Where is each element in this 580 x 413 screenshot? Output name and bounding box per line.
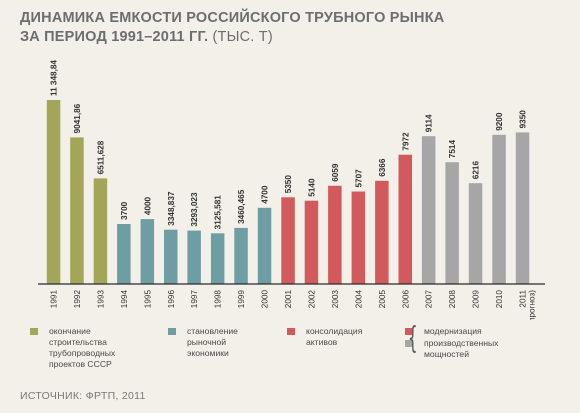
legend-label: окончание строительства трубопроводных п… <box>49 326 116 369</box>
legend-label: производственных мощностей <box>424 338 499 359</box>
data-label: 7972 <box>401 132 410 151</box>
bar-2010 <box>492 134 506 284</box>
x-tick-label: 1996 <box>167 290 176 309</box>
legend-swatch-red-2 <box>405 328 413 335</box>
x-tick-label: 1992 <box>73 290 82 309</box>
data-label: 7514 <box>448 140 457 159</box>
bar-1997 <box>187 230 201 284</box>
legend-swatch-olive <box>30 328 38 335</box>
bar-2004 <box>351 191 366 284</box>
x-tick-label: 2005 <box>378 290 387 309</box>
bar-2006 <box>398 154 412 284</box>
bar-1991 <box>46 100 61 284</box>
bars-group: 11 348,84 9041,86 6511,628 3700 4000 3348,837… <box>46 60 530 284</box>
bar-2009 <box>468 183 483 284</box>
x-tick-label: 1999 <box>237 290 246 309</box>
x-tick-label: 2006 <box>401 290 410 309</box>
bar-1995 <box>140 219 155 284</box>
data-label: 4000 <box>143 196 152 215</box>
bar-2008 <box>445 162 459 284</box>
source-note: ИСТОЧНИК: ФРТП, 2011 <box>20 390 146 402</box>
x-tick-label: 2011 <box>519 290 528 308</box>
data-label: 9350 <box>519 110 528 129</box>
data-label: 3293,023 <box>190 192 199 227</box>
bar-2003 <box>328 185 342 284</box>
data-label: 3125,581 <box>214 195 223 230</box>
data-label: 3460,465 <box>237 189 246 224</box>
bar-1996 <box>164 229 178 284</box>
x-tick-label: 2001 <box>284 290 293 309</box>
x-tick-label: 1995 <box>143 290 152 309</box>
data-label: 9114 <box>425 114 434 132</box>
legend-label: модернизация <box>424 326 482 336</box>
bar-2000 <box>257 207 272 284</box>
data-label: 5707 <box>354 169 363 188</box>
bar-2011 <box>515 132 530 284</box>
chart-title: ДИНАМИКА ЕМКОСТИ РОССИЙСКОГО ТРУБНОГО РЫ… <box>20 9 460 47</box>
data-label: 6059 <box>331 163 340 182</box>
bar-2007 <box>421 136 436 284</box>
title-unit: (ТЫС. Т) <box>212 29 273 45</box>
x-tick-label: 1993 <box>96 290 105 309</box>
data-label: 5140 <box>307 178 316 197</box>
x-tick-label: 2004 <box>354 290 363 309</box>
data-label: 9041,86 <box>73 103 82 133</box>
bar-2005 <box>375 180 389 284</box>
data-label: 3700 <box>120 201 129 220</box>
data-label: 3348,837 <box>167 191 176 226</box>
bar-chart: 11 348,84 9041,86 6511,628 3700 4000 3348,837… <box>38 60 545 320</box>
x-tick-label: 1994 <box>120 290 129 309</box>
legend-swatch-gray <box>405 340 413 347</box>
bar-2002 <box>304 200 319 284</box>
x-tick-label: 2007 <box>425 290 434 309</box>
title-line-1: ДИНАМИКА ЕМКОСТИ РОССИЙСКОГО ТРУБНОГО РЫ… <box>20 10 445 26</box>
data-label: 6511,628 <box>96 140 105 174</box>
data-label: 11 348,84 <box>50 60 59 96</box>
bar-1993 <box>93 178 108 284</box>
x-tick-label: 2002 <box>307 290 316 309</box>
legend-swatch-teal <box>168 328 176 335</box>
data-label: 5350 <box>284 175 293 194</box>
legend-brace: { <box>408 321 418 356</box>
bar-2001 <box>281 197 295 284</box>
x-tick-label: 1997 <box>190 290 199 309</box>
data-label: 6216 <box>472 161 481 180</box>
x-tick-labels: 1991 1992 1993 1994 1995 1996 1997 1998 1999 2000… <box>50 290 537 320</box>
legend-label: становление рыночной экономики <box>187 326 238 358</box>
x-tick-label: 2003 <box>331 290 340 309</box>
x-tick-label: 2008 <box>448 290 457 309</box>
x-tick-label: 2009 <box>472 290 481 309</box>
bar-1998 <box>210 233 225 284</box>
data-label: 6366 <box>378 158 387 177</box>
x-tick-label: (прогноз) <box>528 290 537 320</box>
legend-label: консолидация активов <box>306 326 363 347</box>
data-label: 4700 <box>261 185 270 204</box>
data-label: 9200 <box>495 112 504 131</box>
x-tick-label: 1998 <box>214 290 223 309</box>
x-tick-label: 1991 <box>50 290 59 309</box>
bar-1992 <box>70 137 84 284</box>
title-line-2: ЗА ПЕРИОД 1991–2011 ГГ. <box>20 29 209 45</box>
x-tick-label: 2000 <box>261 290 270 309</box>
bar-1994 <box>117 224 131 284</box>
bar-1999 <box>234 227 248 284</box>
legend-swatch-red <box>287 328 295 335</box>
x-tick-label: 2010 <box>495 290 504 309</box>
